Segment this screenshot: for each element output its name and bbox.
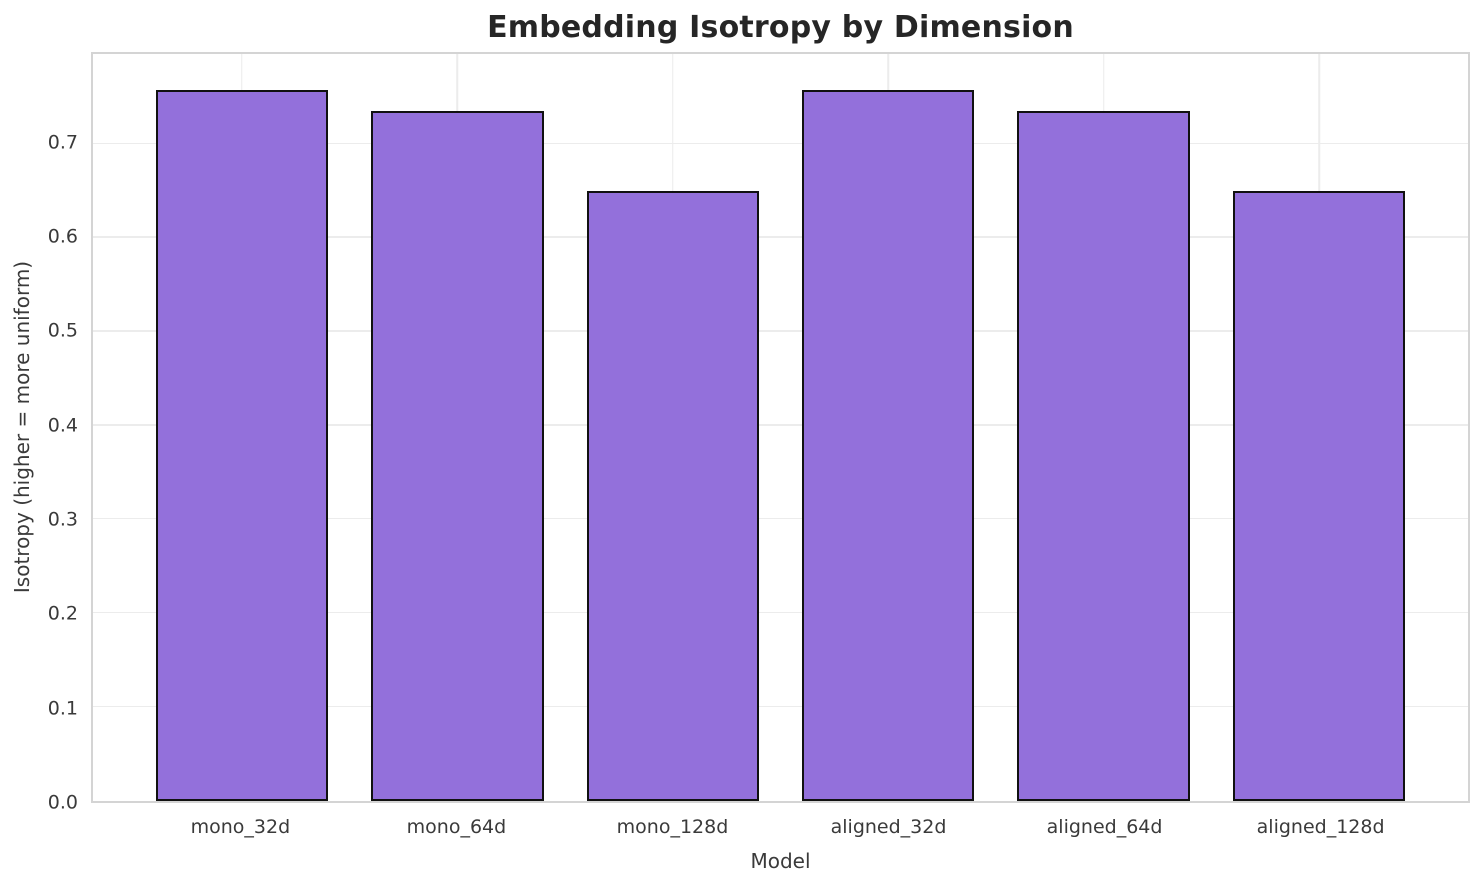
h-gridline [93, 705, 1468, 708]
bars-container [93, 54, 1468, 801]
plot-area [91, 52, 1470, 803]
y-tick-label: 0.1 [47, 697, 78, 720]
bar-column-mono_32d [134, 54, 349, 801]
x-tick-label-aligned_128d: aligned_128d [1256, 816, 1385, 838]
y-tick-label: 0.0 [47, 791, 78, 814]
h-gridline [93, 611, 1468, 614]
y-tick-label: 0.3 [47, 508, 78, 531]
h-gridline [93, 517, 1468, 520]
y-tick-label: 0.6 [47, 225, 78, 248]
bar-column-mono_128d [565, 54, 780, 801]
h-gridline [93, 142, 1468, 145]
bar-column-mono_64d [350, 54, 565, 801]
y-tick-label: 0.5 [47, 319, 78, 342]
bar-aligned_64d [1017, 111, 1190, 801]
bar-mono_64d [371, 111, 544, 801]
bar-mono_128d [586, 191, 759, 801]
x-tick-label-mono_128d: mono_128d [616, 816, 729, 838]
y-tick-label: 0.2 [47, 602, 78, 625]
y-tick-label: 0.7 [47, 131, 78, 154]
x-axis-tick-labels: mono_32d mono_64d mono_128d aligned_32d alig… [91, 816, 1470, 842]
chart-title: Embedding Isotropy by Dimension [487, 10, 1074, 45]
bar-column-aligned_32d [781, 54, 996, 801]
x-tick-label-mono_64d: mono_64d [406, 816, 507, 838]
x-axis-label: Model [750, 849, 811, 873]
y-tick-label: 0.4 [47, 414, 78, 437]
bar-aligned_128d [1232, 191, 1406, 801]
h-gridline [93, 236, 1468, 238]
x-tick-label-aligned_64d: aligned_64d [1046, 816, 1163, 838]
bar-mono_32d [155, 89, 329, 801]
y-axis-tick-labels: 0.0 0.1 0.2 0.3 0.4 0.5 0.6 0.7 [0, 52, 78, 812]
h-gridline [93, 424, 1468, 426]
h-gridline [93, 330, 1468, 332]
bar-column-aligned_128d [1211, 54, 1426, 801]
bar-column-aligned_64d [996, 54, 1211, 801]
x-tick-label-mono_32d: mono_32d [190, 816, 291, 838]
bar-aligned_32d [802, 89, 975, 801]
x-tick-label-aligned_32d: aligned_32d [830, 816, 947, 838]
